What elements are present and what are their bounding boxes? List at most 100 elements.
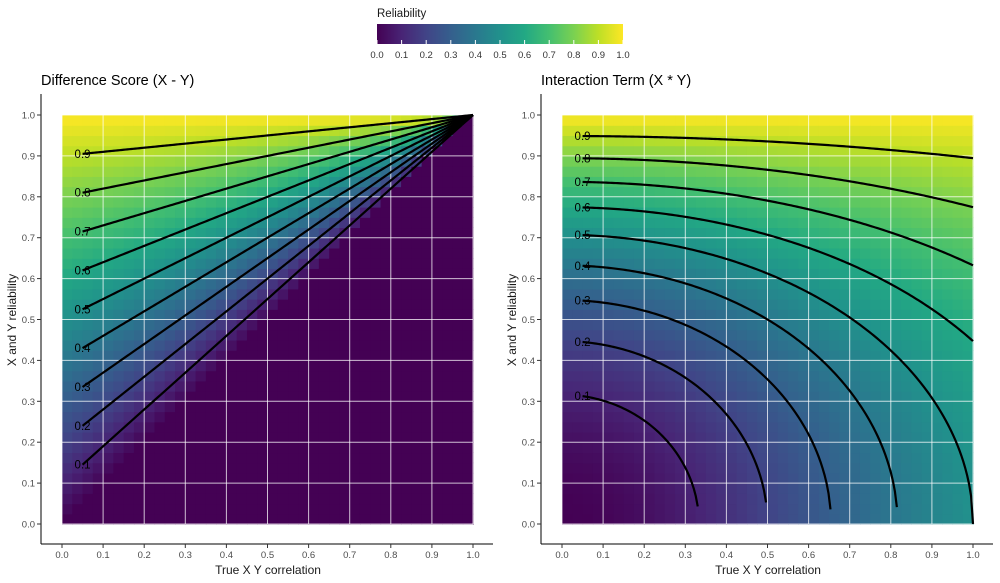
heatmap-cell	[859, 319, 871, 331]
heatmap-cell	[308, 135, 320, 147]
heatmap-cell	[675, 329, 686, 341]
heatmap-cell	[359, 329, 371, 341]
heatmap-cell	[746, 380, 758, 392]
heatmap-cell	[349, 227, 361, 239]
contour-line	[82, 113, 474, 155]
heatmap-cell	[716, 247, 728, 259]
heatmap-cell	[818, 176, 830, 188]
heatmap-cell	[431, 176, 443, 188]
heatmap-cell	[562, 247, 573, 259]
heatmap-cell	[859, 227, 871, 239]
heatmap-cell	[226, 247, 238, 259]
heatmap-cell	[308, 503, 320, 515]
heatmap-cell	[962, 370, 974, 382]
heatmap-cell	[411, 462, 423, 474]
heatmap-cell	[113, 299, 125, 310]
heatmap-cell	[154, 125, 166, 137]
heatmap-cell	[72, 186, 84, 198]
heatmap-cell	[818, 268, 830, 280]
heatmap-cell	[123, 247, 135, 259]
heatmap-cell	[623, 268, 635, 280]
heatmap-cell	[329, 472, 341, 484]
heatmap-cell	[82, 431, 94, 443]
heatmap-cell	[931, 258, 943, 269]
heatmap-cell	[716, 411, 728, 423]
heatmap-cell	[298, 288, 310, 300]
contour-line	[582, 395, 699, 507]
heatmap-cell	[82, 483, 94, 494]
heatmap-cell	[562, 278, 573, 290]
heatmap-cell	[92, 217, 104, 229]
heatmap-cell	[175, 176, 186, 188]
heatmap-cell	[113, 380, 125, 392]
heatmap-cell	[195, 268, 207, 280]
heatmap-cell	[890, 503, 902, 515]
heatmap-cell	[113, 503, 125, 515]
heatmap-cell	[175, 309, 186, 321]
heatmap-cell	[226, 258, 238, 269]
heatmap-cell	[808, 421, 820, 433]
heatmap-cell	[726, 339, 738, 351]
heatmap-cell	[82, 247, 94, 259]
heatmap-cell	[829, 421, 841, 433]
heatmap-cell	[890, 462, 902, 474]
heatmap-cell	[736, 227, 748, 239]
heatmap-cell	[716, 350, 728, 361]
heatmap-cell	[123, 176, 135, 188]
heatmap-cell	[154, 278, 166, 290]
heatmap-cell	[798, 115, 810, 126]
heatmap-cell	[901, 166, 912, 177]
heatmap-cell	[431, 227, 443, 239]
heatmap-cell	[103, 329, 114, 341]
heatmap-cell	[582, 268, 594, 280]
heatmap-cell	[236, 503, 248, 515]
heatmap-cell	[654, 421, 666, 433]
heatmap-cell	[359, 421, 371, 433]
heatmap-cell	[72, 462, 84, 474]
heatmap-cell	[411, 186, 423, 198]
heatmap-cell	[288, 493, 299, 505]
heatmap-cell	[349, 247, 361, 259]
y-axis-title: X and Y reliability	[5, 274, 19, 366]
heatmap-cell	[205, 411, 217, 423]
legend-tick-label: 0.1	[395, 50, 408, 61]
heatmap-cell	[318, 217, 330, 229]
heatmap-cell	[195, 237, 207, 249]
contour-label: 0.9	[75, 149, 91, 161]
heatmap-cell	[757, 462, 769, 474]
heatmap-cell	[411, 472, 423, 484]
heatmap-cell	[562, 217, 573, 229]
heatmap-cell	[123, 196, 135, 208]
heatmap-cell	[329, 339, 341, 351]
heatmap-cell	[308, 268, 320, 280]
heatmap-cell	[880, 472, 892, 484]
heatmap-cell	[818, 125, 830, 137]
heatmap-cell	[613, 472, 625, 484]
heatmap-cell	[562, 288, 573, 300]
heatmap-cell	[144, 462, 156, 474]
heatmap-cell	[839, 145, 851, 157]
heatmap-cell	[562, 309, 573, 321]
heatmap-cell	[411, 401, 423, 413]
heatmap-cell	[72, 258, 84, 269]
heatmap-cell	[880, 258, 892, 269]
heatmap-cell	[246, 462, 258, 474]
heatmap-cell	[113, 421, 125, 433]
heatmap-cell	[144, 135, 156, 147]
heatmap-cell	[931, 431, 943, 443]
heatmap-cell	[175, 421, 186, 433]
heatmap-cell	[185, 217, 197, 229]
heatmap-cell	[462, 237, 474, 249]
heatmap-cell	[664, 258, 676, 269]
heatmap-cell	[808, 166, 820, 177]
heatmap-cell	[277, 503, 289, 515]
heatmap-cell	[818, 166, 830, 177]
heatmap-cell	[695, 472, 707, 484]
heatmap-cell	[92, 135, 104, 147]
heatmap-cell	[592, 462, 604, 474]
heatmap-cell	[675, 247, 686, 259]
heatmap-cell	[921, 483, 933, 494]
heatmap-cell	[859, 370, 871, 382]
heatmap-cell	[175, 411, 186, 423]
heatmap-cell	[421, 268, 433, 280]
